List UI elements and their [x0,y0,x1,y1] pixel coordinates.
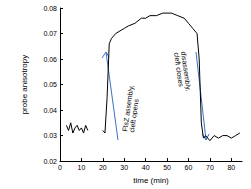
svg-text:0.07: 0.07 [43,30,57,37]
svg-text:10: 10 [78,164,86,171]
svg-text:0.05: 0.05 [43,81,57,88]
svg-text:0.02: 0.02 [43,158,57,165]
svg-text:cleft opens: cleft opens [128,98,141,133]
svg-text:probe anisotropy: probe anisotropy [20,55,29,115]
svg-text:0: 0 [58,164,62,171]
svg-text:0.08: 0.08 [43,5,57,12]
svg-text:30: 30 [120,164,128,171]
svg-text:cleft closes: cleft closes [173,52,185,88]
svg-text:0.04: 0.04 [43,107,57,114]
svg-text:20: 20 [99,164,107,171]
svg-text:disassembly,: disassembly, [180,51,193,92]
svg-text:FtsZ assembly,: FtsZ assembly, [121,84,135,132]
svg-text:0.03: 0.03 [43,132,57,139]
svg-text:70: 70 [206,164,214,171]
svg-text:40: 40 [142,164,150,171]
svg-text:0.06: 0.06 [43,56,57,63]
svg-text:60: 60 [185,164,193,171]
svg-text:80: 80 [227,164,235,171]
svg-text:time (min): time (min) [133,176,169,185]
svg-text:50: 50 [163,164,171,171]
